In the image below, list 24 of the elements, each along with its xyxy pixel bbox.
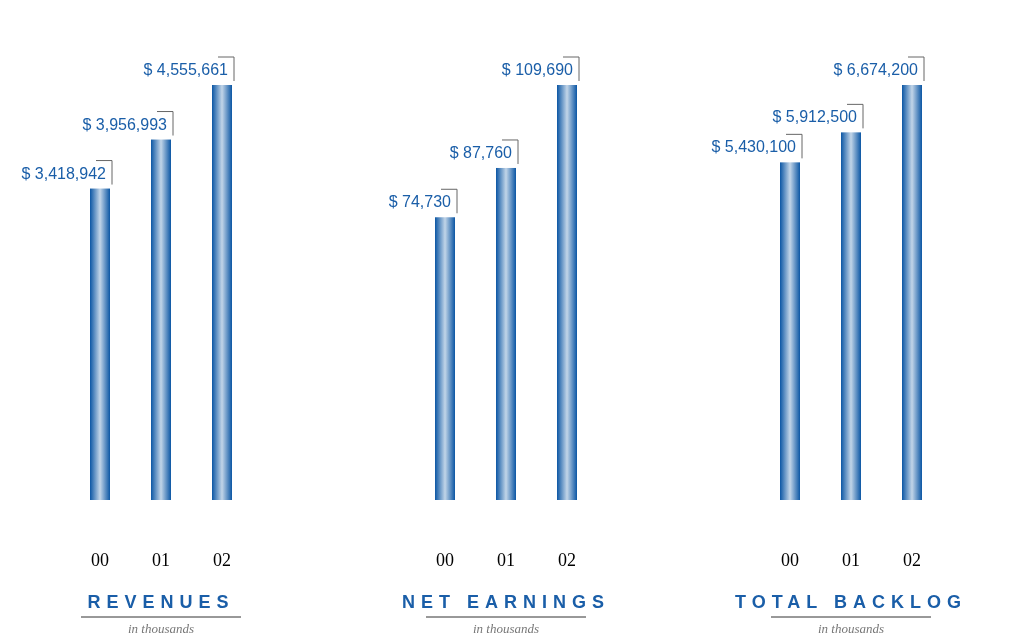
data-label: $ 3,418,942 xyxy=(21,164,107,182)
data-label: $ 87,760 xyxy=(449,143,513,161)
x-tick-label: 02 xyxy=(213,550,231,570)
data-label: $ 5,912,500 xyxy=(772,108,858,126)
x-tick-label: 00 xyxy=(781,550,799,570)
text: NET EARNINGS xyxy=(401,592,611,612)
data-label: $ 6,674,200 xyxy=(833,61,919,78)
data-label: $ 5,430,100 xyxy=(711,138,797,156)
x-tick-label: 01 xyxy=(842,550,860,570)
data-label: $ 74,730 xyxy=(388,193,452,211)
data-label: $ 109,690 xyxy=(501,61,574,78)
x-tick-label: 00 xyxy=(436,550,454,570)
x-tick-label: 02 xyxy=(903,550,921,570)
data-label: $ 3,956,993 xyxy=(82,115,168,133)
x-tick-label: 01 xyxy=(497,550,515,570)
data-label: $ 4,555,661 xyxy=(143,61,229,78)
x-tick-label: 00 xyxy=(91,550,109,570)
text: in thousands xyxy=(127,621,195,636)
x-tick-label: 02 xyxy=(558,550,576,570)
text: in thousands xyxy=(472,621,540,636)
text: in thousands xyxy=(817,621,885,636)
text: REVENUES xyxy=(87,592,235,612)
text: TOTAL BACKLOG xyxy=(735,592,967,612)
x-tick-label: 01 xyxy=(152,550,170,570)
